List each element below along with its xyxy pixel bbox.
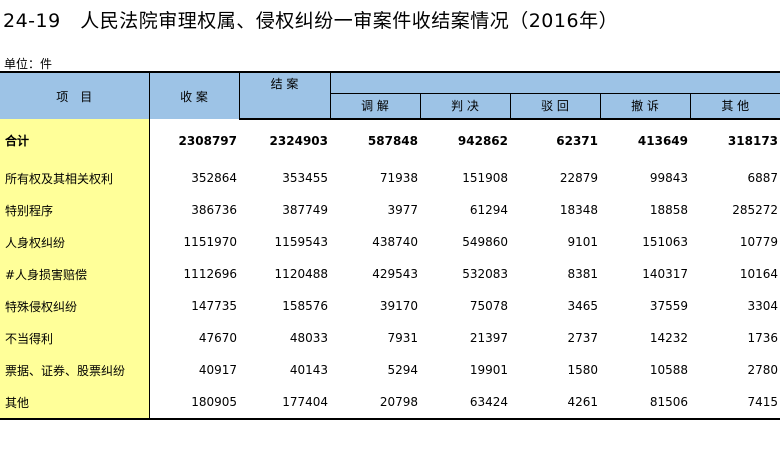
table-row: 特别程序 386736 387749 3977 61294 18348 18858 28527… [0, 194, 780, 226]
header-mediation: 调 解 [330, 92, 421, 120]
cell-value: 587848 [367, 134, 418, 148]
cell-value: 18348 [559, 203, 598, 217]
cell-value: 140317 [642, 267, 688, 281]
cell-value: 352864 [191, 171, 237, 185]
cell-value: 1112696 [183, 267, 237, 281]
cell-value: 429543 [372, 267, 418, 281]
table-row: 人身权纠纷 1151970 1159543 438740 549860 9101 15106… [0, 226, 780, 258]
header-other: 其 他 [690, 92, 780, 120]
row-label: 特别程序 [0, 194, 150, 226]
cell-value: 14232 [649, 331, 688, 345]
cell-value: 81506 [600, 386, 690, 420]
cell-value: 20798 [330, 386, 420, 420]
header-closed-lower [239, 93, 331, 120]
cell-value: 71938 [379, 171, 418, 185]
cell-value: 99843 [649, 171, 688, 185]
table-row: 所有权及其相关权利 352864 353455 71938 151908 22879 998… [0, 162, 780, 194]
table-row: 不当得利 47670 48033 7931 21397 2737 14232 1736 [0, 322, 780, 354]
cell-value: 7931 [387, 331, 418, 345]
cell-value: 151908 [462, 171, 508, 185]
cell-value: 2780 [747, 363, 779, 377]
header-judgment: 判 决 [420, 92, 511, 120]
cell-value: 942862 [457, 134, 508, 148]
cell-value: 180905 [149, 386, 239, 420]
cell-value: 549860 [462, 235, 508, 249]
cell-value: 177404 [239, 386, 330, 420]
cell-value: 532083 [462, 267, 508, 281]
cell-value: 6887 [747, 171, 779, 185]
cell-value: 9101 [567, 235, 598, 249]
cell-value: 3304 [747, 299, 779, 313]
row-label: #人身损害赔偿 [0, 258, 150, 290]
cell-value: 10779 [739, 235, 779, 249]
header-received: 收 案 [149, 71, 240, 119]
cell-value: 61294 [469, 203, 508, 217]
table-row: 票据、证券、股票纠纷 40917 40143 5294 19901 1580 10588 27… [0, 354, 780, 386]
cell-value: 2737 [567, 331, 598, 345]
cell-value: 1159543 [274, 235, 328, 249]
cell-value: 63424 [420, 386, 510, 420]
cell-value: 47670 [198, 331, 237, 345]
cell-value: 413649 [637, 134, 688, 148]
table-row: 特殊侵权纠纷 147735 158576 39170 75078 3465 37559 330… [0, 290, 780, 322]
cell-value: 40143 [289, 363, 328, 377]
page-title: 24-19 人民法院审理权属、侵权纠纷一审案件收结案情况（2016年） [3, 10, 619, 32]
cell-value: 75078 [469, 299, 508, 313]
cases-table: 项 目 收 案 结 案 调 解 判 决 驳 回 撤 诉 其 他 合计 230879… [0, 71, 780, 420]
cell-value: 5294 [387, 363, 418, 377]
cell-value: 40917 [198, 363, 237, 377]
row-label: 所有权及其相关权利 [0, 162, 150, 194]
cell-value: 1151970 [183, 235, 237, 249]
header-item: 项 目 [0, 71, 150, 119]
cell-value: 4261 [510, 386, 600, 420]
cell-value: 386736 [191, 203, 237, 217]
row-label: 人身权纠纷 [0, 226, 150, 258]
cell-value: 7415 [690, 386, 780, 420]
cell-value: 318173 [727, 134, 779, 148]
cell-value: 387749 [282, 203, 328, 217]
cell-value: 48033 [289, 331, 328, 345]
cell-value: 147735 [191, 299, 237, 313]
cell-value: 2324903 [269, 134, 328, 148]
cell-value: 22879 [559, 171, 598, 185]
cell-value: 1120488 [274, 267, 328, 281]
row-label: 不当得利 [0, 322, 150, 354]
header-withdrawn: 撤 诉 [600, 92, 691, 120]
cell-value: 37559 [649, 299, 688, 313]
row-label: 票据、证券、股票纠纷 [0, 354, 150, 386]
unit-label: 单位：件 [4, 57, 53, 71]
cell-value: 1736 [747, 331, 779, 345]
cell-value: 3977 [387, 203, 418, 217]
cell-value: 19901 [469, 363, 508, 377]
row-label: 合计 [0, 119, 150, 162]
header-closed-span [330, 71, 780, 93]
header-rejected: 驳 回 [510, 92, 601, 120]
cell-value: 18858 [649, 203, 688, 217]
row-label: 特殊侵权纠纷 [0, 290, 150, 322]
table-row: 其他 180905 177404 20798 63424 4261 81506 7415 [0, 386, 780, 420]
cell-value: 10164 [739, 267, 779, 281]
table-body: 合计 2308797 2324903 587848 942862 62371 413649 3… [0, 119, 780, 420]
cell-value: 438740 [372, 235, 418, 249]
cell-value: 158576 [282, 299, 328, 313]
cell-value: 21397 [469, 331, 508, 345]
cell-value: 2308797 [178, 133, 237, 148]
row-label: 其他 [0, 386, 150, 420]
cell-value: 10588 [649, 363, 688, 377]
cell-value: 39170 [379, 299, 418, 313]
cell-value: 3465 [567, 299, 598, 313]
cell-value: 62371 [556, 134, 598, 148]
header-closed: 结 案 [239, 71, 331, 93]
cell-value: 151063 [642, 235, 688, 249]
cell-value: 353455 [282, 171, 328, 185]
cell-value: 8381 [567, 267, 598, 281]
cell-value: 1580 [567, 363, 598, 377]
table-row: #人身损害赔偿 1112696 1120488 429543 532083 8381 140… [0, 258, 780, 290]
cell-value: 285272 [732, 203, 779, 217]
table-row: 合计 2308797 2324903 587848 942862 62371 413649 3… [0, 119, 780, 162]
